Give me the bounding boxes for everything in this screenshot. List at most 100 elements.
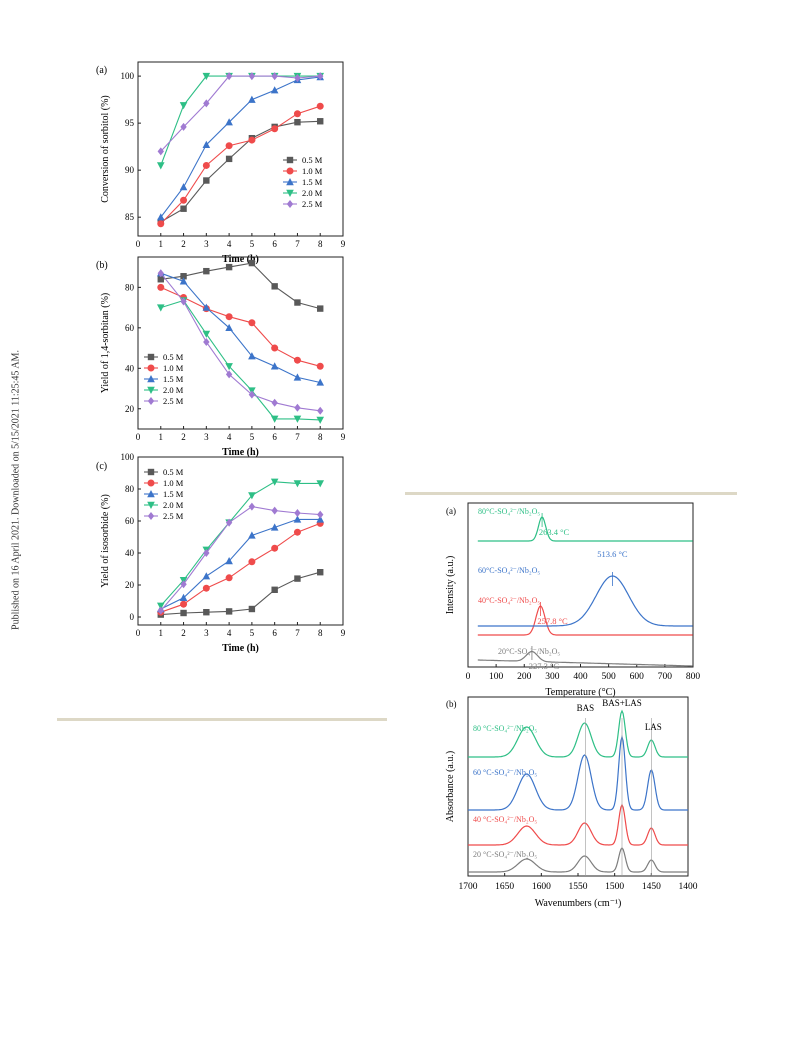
legend-entry: 1.0 M (302, 166, 323, 176)
series-line (160, 286, 321, 367)
spectrum-label: 80 °C-SO₄²⁻/Nb₂O₅ (473, 724, 537, 733)
data-point (180, 273, 187, 280)
x-tick-label: 4 (227, 239, 232, 249)
data-point (202, 584, 210, 592)
data-point (156, 304, 165, 312)
data-point (316, 102, 324, 110)
data-point (180, 205, 187, 212)
x-tick-label: 7 (295, 432, 300, 442)
legend-entry: 1.5 M (302, 177, 323, 187)
x-tick-label: 6 (272, 432, 277, 442)
data-point (225, 323, 233, 332)
tpd-curve (477, 605, 693, 636)
data-point (248, 319, 256, 327)
panel-label: (c) (96, 461, 107, 472)
x-tick-label: 5 (250, 628, 255, 638)
data-point (294, 73, 301, 82)
data-point (202, 330, 211, 338)
series-line (160, 518, 321, 610)
data-point (248, 95, 256, 103)
x-tick-label: 300 (545, 672, 560, 682)
x-tick-label: 2 (181, 628, 186, 638)
spectrum-label: 60 °C-SO₄²⁻/Nb₂O₅ (473, 768, 537, 777)
data-point (293, 515, 302, 523)
x-tick-label: 5 (250, 432, 255, 442)
legend-entry: 2.5 M (302, 199, 323, 209)
legend-entry: 2.5 M (163, 396, 184, 406)
data-point (316, 378, 325, 386)
x-tick-label: 500 (602, 672, 617, 682)
data-point (225, 263, 233, 271)
data-point (317, 569, 324, 576)
x-tick-label: 1500 (605, 882, 624, 892)
x-tick-label: 200 (517, 672, 532, 682)
legend-entry: 1.5 M (163, 489, 184, 499)
series-line (160, 76, 321, 218)
x-tick-label: 1 (159, 432, 164, 442)
data-point (225, 557, 233, 565)
y-tick-label: 90 (125, 165, 135, 175)
data-point (270, 523, 279, 531)
legend-marker (147, 479, 155, 487)
curve-label: 20°C-SO₄²⁻/Nb₂O₅ (498, 647, 560, 656)
data-point (271, 344, 279, 352)
data-point (180, 580, 187, 589)
data-point (294, 575, 301, 582)
y-tick-label: 100 (121, 452, 135, 462)
data-point (157, 276, 164, 283)
x-tick-label: 800 (686, 672, 701, 682)
x-tick-label: 700 (658, 672, 673, 682)
data-point (225, 72, 233, 81)
data-point (179, 593, 188, 601)
legend-entry: 2.0 M (163, 385, 184, 395)
x-tick-label: 4 (227, 432, 232, 442)
x-tick-label: 9 (341, 628, 346, 638)
plot-frame (137, 61, 344, 237)
y-axis-title: Intensity (a.u.) (445, 556, 456, 615)
legend-entry: 0.5 M (302, 155, 323, 165)
plot-frame (467, 502, 694, 668)
divider-right-column (405, 492, 737, 495)
chart-panel-3: (c) 0 1 2 3 4 5 6 7 8 9 0 20 40 60 80 100 Time (h) Yield o… (96, 452, 346, 654)
x-tick-label: 1 (159, 239, 164, 249)
y-tick-label: 20 (125, 404, 135, 414)
legend-entry: 0.5 M (163, 467, 184, 477)
legend-entry: 2.0 M (163, 500, 184, 510)
x-tick-label: 3 (204, 432, 209, 442)
data-point (317, 510, 324, 519)
data-point (203, 549, 210, 557)
curve-label: 60°C-SO₄²⁻/Nb₂O₅ (478, 566, 540, 575)
series-line (160, 299, 321, 421)
legend-entry: 2.0 M (302, 188, 323, 198)
data-point (179, 183, 188, 191)
peak-label: 513.6 °C (597, 549, 628, 559)
data-point (179, 102, 188, 110)
data-point (203, 609, 210, 616)
data-point (293, 480, 302, 488)
y-tick-label: 95 (125, 118, 135, 128)
data-point (180, 609, 187, 617)
series-line (160, 571, 321, 616)
data-point (271, 125, 279, 133)
x-tick-label: 1700 (459, 882, 478, 892)
y-tick-label: 80 (125, 282, 135, 292)
legend-entry: 1.5 M (163, 374, 184, 384)
data-point (317, 72, 324, 81)
data-point (270, 362, 279, 370)
legend-marker (286, 178, 294, 186)
x-tick-label: 8 (318, 628, 323, 638)
legend-marker (147, 375, 155, 383)
data-point (248, 558, 256, 566)
x-tick-label: 1600 (532, 882, 551, 892)
series-line (160, 481, 321, 607)
ir-spectrum (468, 803, 688, 846)
x-tick-label: 0 (136, 239, 141, 249)
peak-label: 263.4 °C (539, 527, 570, 537)
data-point (317, 118, 324, 125)
legend-marker (147, 512, 155, 520)
data-point (271, 72, 278, 81)
data-point (202, 303, 211, 311)
band-label: BAS (577, 703, 595, 713)
data-point (225, 370, 233, 379)
data-point (248, 136, 256, 144)
